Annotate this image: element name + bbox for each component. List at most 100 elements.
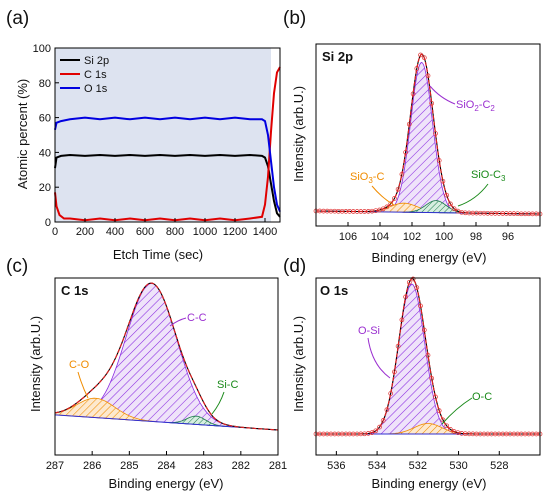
x-tick-label: 534 [368,460,386,472]
data-point [377,424,382,430]
legend-label-o1s: O 1s [84,83,108,95]
data-point [433,131,438,136]
x-tick-label: 800 [166,226,184,238]
data-point [403,294,408,300]
panel-frame [315,277,541,456]
data-point [410,91,416,97]
data-point [380,418,386,423]
x-tick-label: 284 [157,460,175,472]
x-tick-label: 1000 [193,226,217,238]
x-tick-label: 1400 [253,226,277,238]
data-point [388,391,394,396]
data-point [399,317,405,323]
x-tick-label: 287 [46,460,64,472]
data-point [425,352,431,358]
y-tick-label: 20 [39,182,51,194]
annotation-sio3-c: SiO3-C [350,171,384,185]
y-tick-label: 40 [39,147,51,159]
x-tick-label: 1200 [223,226,247,238]
x-tick-label: 532 [409,460,427,472]
data-point [436,158,442,163]
panel-d-label: O 1s [320,283,348,298]
data-point [421,327,427,333]
panel-a-legend: Si 2p C 1s O 1s [60,55,109,95]
panel-b-xlabel: Binding energy (eV) [372,250,487,265]
x-tick-label: 285 [120,460,138,472]
x-tick-label: 600 [136,226,154,238]
panel-d-ylabel: Intensity (arb.U.) [291,316,306,412]
arrow-si-c [211,391,225,415]
data-point [418,303,423,309]
x-tick-label: 286 [83,460,101,472]
annotation-si-c: Si-C [217,379,238,391]
annotation-sio2-c2: SiO2-C2 [456,99,495,113]
panel-b-ylabel: Intensity (arb.U.) [291,86,306,182]
series-line-o1s [54,116,281,212]
panel-frame [315,43,541,227]
annotation-sio-c3: SiO-C3 [471,169,506,183]
data-point [380,206,386,212]
data-point [414,285,420,290]
data-point [369,430,375,435]
panel-c-letter: (c) [6,256,28,277]
fit-envelope [54,282,279,431]
panel-a-ylabel: Atomic percent (%) [15,79,30,190]
x-tick-label: 530 [449,460,467,472]
data-point [384,407,390,413]
data-point [429,375,435,381]
data-point [414,66,420,71]
panel-b-letter: (b) [283,8,306,29]
panel-b-plot: 106 104 102 100 98 96 [313,43,543,243]
annotation-c-o: C-O [69,359,90,371]
annotation-c-c: C-C [187,312,207,324]
fit-envelope [316,278,540,435]
x-tick-label: 281 [269,460,287,472]
x-tick-label: 98 [470,231,482,243]
y-tick-label: 80 [39,78,51,90]
panel-a-letter: (a) [6,8,29,29]
panel-b-label: Si 2p [322,49,353,64]
data-point [436,408,442,413]
panel-a-xlabel: Etch Time (sec) [113,247,203,262]
x-tick-label: 536 [327,460,345,472]
panel-c-xlabel: Binding energy (eV) [109,476,224,491]
arrow-sio3-c [371,185,395,206]
data-point [448,201,453,207]
arrow-o-si [367,337,391,379]
data-point [373,428,379,434]
data-point [392,196,397,201]
arrow-sio-c3 [457,183,489,207]
x-tick-label: 282 [232,460,250,472]
panel-a-plot: 0 200 400 600 800 1000 1200 1400 0 20 40 60 80 100 [33,43,281,238]
data-point [425,73,431,79]
series-line-c1s [54,66,281,222]
x-tick-label: 104 [371,231,389,243]
x-tick-label: 0 [52,226,58,238]
panel-c-label: C 1s [61,283,88,298]
data-point [421,55,427,61]
data-point [399,171,405,177]
arrow-o-c [441,397,473,425]
arrow-sio2-c2 [429,85,456,105]
data-point [406,279,412,285]
x-tick-label: 100 [435,231,453,243]
x-tick-label: 102 [403,231,421,243]
x-tick-label: 200 [76,226,94,238]
panel-d-plot: 536 534 532 530 528 [313,276,543,472]
data-point [444,423,450,429]
arrow-c-c [169,317,187,327]
data-point [440,417,446,423]
etch-shaded-region [55,48,271,222]
data-point [410,276,416,282]
panel-c-ylabel: Intensity (arb.U.) [28,316,43,412]
x-tick-label: 528 [490,460,508,472]
data-point [444,192,450,198]
x-tick-label: 400 [106,226,124,238]
data-point [429,100,435,106]
data-point [440,178,446,184]
data-point [448,427,453,432]
panel-c-plot: 287 286 285 284 283 282 281 [46,277,287,472]
annotation-o-si: O-Si [358,325,380,337]
annotation-o-c: O-C [472,391,492,403]
